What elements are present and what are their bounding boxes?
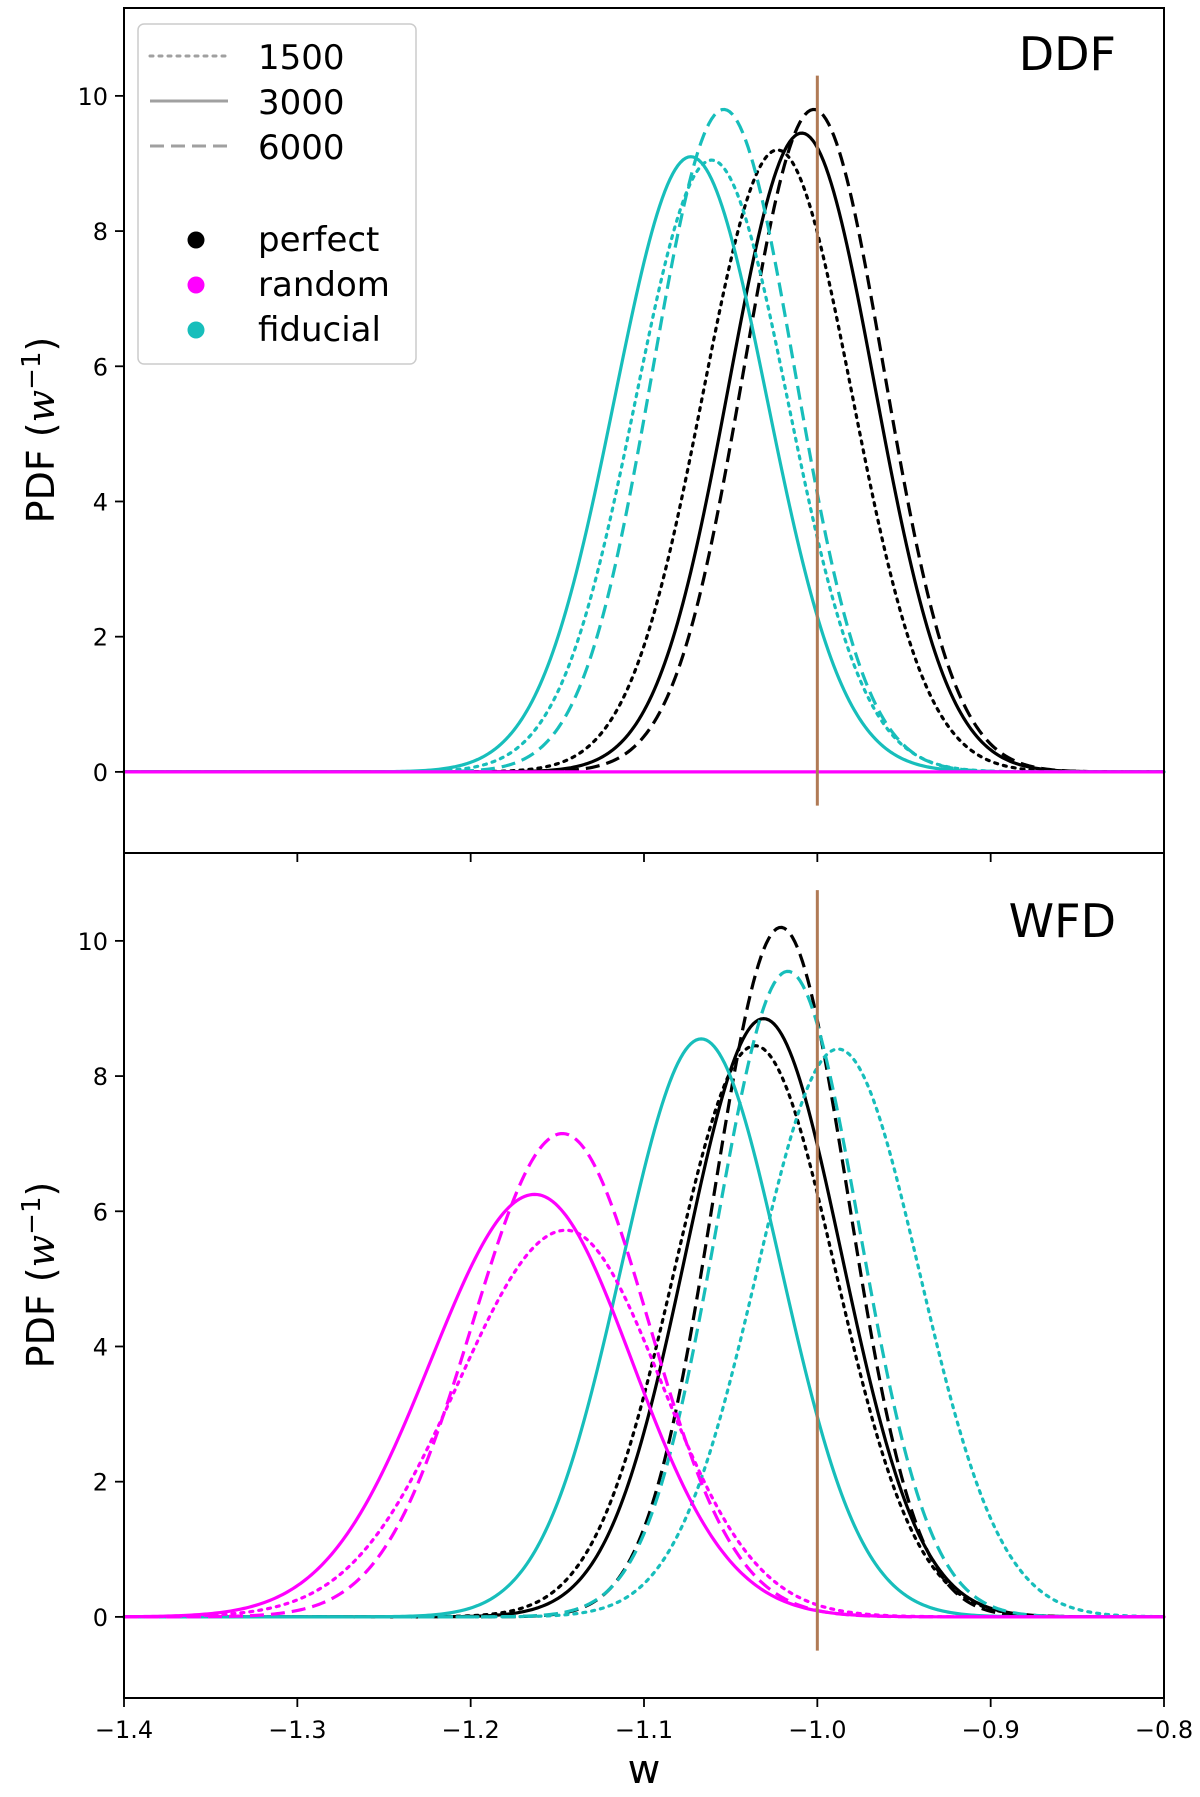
wfd-series-random-6000 — [124, 1131, 1164, 1619]
wfd-axes-frame — [123, 852, 1165, 1699]
wfd-series-random-1500 — [122, 1228, 1166, 1619]
wfd-xtick-label-4: −1.0 — [788, 1716, 846, 1744]
wfd-xtick-label-6: −0.8 — [1135, 1716, 1193, 1744]
wfd-ytick-label-2: 2 — [93, 1469, 108, 1497]
ddf-panel: 0 2 4 6 8 10 DDF PDF (w−1) — [17, 7, 1166, 862]
ddf-ticks: 0 2 4 6 8 10 — [77, 83, 1165, 862]
wfd-series-perfect-6000 — [124, 925, 1164, 1619]
wfd-y-axis-label: PDF (w−1) — [17, 1182, 63, 1369]
ddf-ytick-label-2: 2 — [93, 624, 108, 652]
legend-label-3000: 3000 — [258, 83, 345, 123]
wfd-ytick-label-8: 8 — [93, 1063, 108, 1091]
legend-label-fiducial: fiducial — [258, 310, 381, 350]
legend-label-1500: 1500 — [258, 38, 345, 78]
x-axis-label: w — [628, 1747, 661, 1793]
wfd-series-perfect-1500 — [122, 1044, 1166, 1619]
wfd-plot-area — [122, 890, 1166, 1651]
legend-marker-fiducial — [187, 321, 205, 339]
legend-box — [137, 23, 417, 365]
wfd-ytick-label-0: 0 — [93, 1604, 108, 1632]
wfd-panel-label: WFD — [1009, 894, 1116, 948]
wfd-xtick-label-0: −1.4 — [95, 1716, 153, 1744]
legend-marker-random — [187, 276, 205, 294]
legend-marker-perfect — [187, 231, 205, 249]
legend-label-random: random — [258, 265, 390, 305]
wfd-xtick-label-3: −1.1 — [615, 1716, 673, 1744]
legend-label-6000: 6000 — [258, 128, 345, 168]
wfd-xtick-label-5: −0.9 — [962, 1716, 1020, 1744]
ddf-panel-label: DDF — [1019, 27, 1116, 81]
legend: 1500 3000 6000 perfect random fiducial — [137, 23, 417, 365]
ddf-ytick-label-0: 0 — [93, 759, 108, 787]
wfd-xtick-label-1: −1.3 — [268, 1716, 326, 1744]
wfd-series-fiducial-3000 — [124, 1037, 1164, 1619]
wfd-ytick-label-6: 6 — [93, 1198, 108, 1226]
ddf-ytick-label-6: 6 — [93, 353, 108, 381]
ddf-plot-area — [122, 75, 1166, 806]
ddf-ytick-label-8: 8 — [93, 218, 108, 246]
ddf-y-axis-label: PDF (w−1) — [17, 337, 63, 524]
wfd-ytick-label-4: 4 — [93, 1333, 108, 1361]
wfd-ytick-label-10: 10 — [77, 928, 108, 956]
ddf-ytick-label-4: 4 — [93, 488, 108, 516]
ddf-ytick-label-10: 10 — [77, 83, 108, 111]
legend-label-perfect: perfect — [258, 220, 379, 260]
wfd-series-random-3000 — [123, 1192, 1164, 1619]
wfd-series-fiducial-6000 — [124, 969, 1164, 1619]
legend-entries: 1500 3000 6000 perfect random fiducial — [148, 38, 390, 350]
wfd-xtick-label-2: −1.2 — [442, 1716, 500, 1744]
wfd-ticks: 0 2 4 6 8 10 −1.4 −1.3 −1.2 −1.1 −1.0 −0.9 −0.8 — [77, 928, 1193, 1744]
wfd-series-perfect-3000 — [124, 1017, 1164, 1619]
